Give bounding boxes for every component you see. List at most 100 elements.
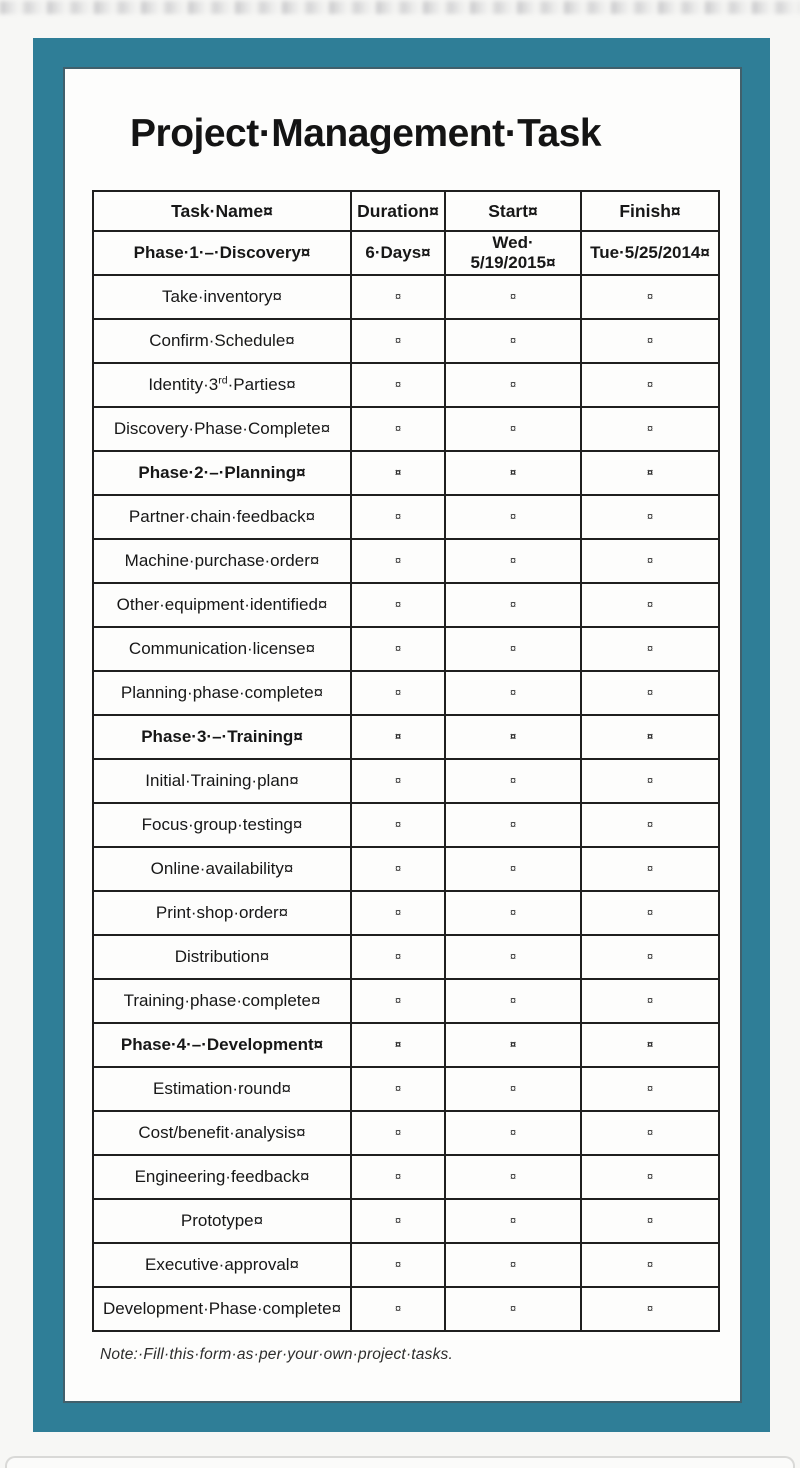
finish-header: Finish¤	[580, 190, 720, 232]
duration-cell: ¤	[350, 1022, 446, 1068]
task-row: Engineering·feedback¤ ¤ ¤ ¤	[92, 1154, 720, 1200]
finish-cell: ¤	[580, 846, 720, 892]
duration-cell: ¤	[350, 802, 446, 848]
finish-cell: ¤	[580, 1242, 720, 1288]
start-cell: ¤	[444, 802, 582, 848]
start-cell: ¤	[444, 450, 582, 496]
duration-cell: ¤	[350, 494, 446, 540]
duration-header: Duration¤	[350, 190, 446, 232]
task-row: Other·equipment·identified¤ ¤ ¤ ¤	[92, 582, 720, 628]
start-cell: ¤	[444, 1154, 582, 1200]
finish-cell: ¤	[580, 1022, 720, 1068]
task-row: Prototype¤ ¤ ¤ ¤	[92, 1198, 720, 1244]
start-cell: ¤	[444, 1286, 582, 1332]
task-row: Planning·phase·complete¤ ¤ ¤ ¤	[92, 670, 720, 716]
task-name-cell: Print·shop·order¤	[92, 890, 352, 936]
start-cell: ¤	[444, 934, 582, 980]
start-cell: ¤	[444, 714, 582, 760]
task-name-cell: Executive·approval¤	[92, 1242, 352, 1288]
task-table-header: Task·Name¤ Duration¤ Start¤ Finish¤	[92, 190, 720, 232]
finish-cell: ¤	[580, 890, 720, 936]
task-name-cell: Initial·Training·plan¤	[92, 758, 352, 804]
start-cell: ¤	[444, 274, 582, 320]
finish-cell: ¤	[580, 670, 720, 716]
start-cell: Wed· 5/19/2015¤	[444, 230, 582, 276]
task-name-cell: Confirm·Schedule¤	[92, 318, 352, 364]
start-cell: ¤	[444, 890, 582, 936]
duration-cell: ¤	[350, 1198, 446, 1244]
task-name-cell: Other·equipment·identified¤	[92, 582, 352, 628]
task-name-cell: Estimation·round¤	[92, 1066, 352, 1112]
header-row: Task·Name¤ Duration¤ Start¤ Finish¤	[92, 190, 720, 232]
finish-cell: ¤	[580, 802, 720, 848]
task-name-cell: Communication·license¤	[92, 626, 352, 672]
duration-cell: ¤	[350, 670, 446, 716]
document-page: Project·Management·Task Task·Name¤ Durati…	[63, 67, 742, 1403]
note-text: Note:·Fill·this·form·as·per·your·own·pro…	[100, 1346, 453, 1363]
finish-cell: ¤	[580, 714, 720, 760]
duration-cell: ¤	[350, 1286, 446, 1332]
duration-cell: ¤	[350, 538, 446, 584]
task-name-cell: Phase·1·–·Discovery¤	[92, 230, 352, 276]
task-row: Focus·group·testing¤ ¤ ¤ ¤	[92, 802, 720, 848]
phase-row: Phase·1·–·Discovery¤ 6·Days¤ Wed· 5/19/201…	[92, 230, 720, 276]
task-name-cell: Partner·chain·feedback¤	[92, 494, 352, 540]
background-artifact-strip	[0, 1, 800, 14]
finish-cell: ¤	[580, 582, 720, 628]
task-name-cell: Take·inventory¤	[92, 274, 352, 320]
task-row: Training·phase·complete¤ ¤ ¤ ¤	[92, 978, 720, 1024]
task-name-cell: Discovery·Phase·Complete¤	[92, 406, 352, 452]
finish-cell: ¤	[580, 274, 720, 320]
task-row: Estimation·round¤ ¤ ¤ ¤	[92, 1066, 720, 1112]
task-name-cell: Development·Phase·complete¤	[92, 1286, 352, 1332]
superscript-ordinal: rd	[218, 374, 228, 387]
task-row: Print·shop·order¤ ¤ ¤ ¤	[92, 890, 720, 936]
task-row: Machine·purchase·order¤ ¤ ¤ ¤	[92, 538, 720, 584]
duration-cell: ¤	[350, 846, 446, 892]
start-cell: ¤	[444, 758, 582, 804]
start-cell: ¤	[444, 494, 582, 540]
start-cell: ¤	[444, 1198, 582, 1244]
start-cell: ¤	[444, 406, 582, 452]
duration-cell: ¤	[350, 582, 446, 628]
task-name-cell: Distribution¤	[92, 934, 352, 980]
duration-cell: ¤	[350, 626, 446, 672]
start-header: Start¤	[444, 190, 582, 232]
duration-cell: ¤	[350, 714, 446, 760]
start-cell: ¤	[444, 1066, 582, 1112]
task-name-cell: Cost/benefit·analysis¤	[92, 1110, 352, 1156]
finish-cell: ¤	[580, 626, 720, 672]
task-row: Take·inventory¤ ¤ ¤ ¤	[92, 274, 720, 320]
start-cell: ¤	[444, 1110, 582, 1156]
start-cell: ¤	[444, 846, 582, 892]
duration-cell: ¤	[350, 1242, 446, 1288]
task-name-cell: Engineering·feedback¤	[92, 1154, 352, 1200]
task-row: Discovery·Phase·Complete¤ ¤ ¤ ¤	[92, 406, 720, 452]
duration-cell: ¤	[350, 406, 446, 452]
finish-cell: ¤	[580, 538, 720, 584]
task-row: Initial·Training·plan¤ ¤ ¤ ¤	[92, 758, 720, 804]
task-row: Development·Phase·complete¤ ¤ ¤ ¤	[92, 1286, 720, 1332]
task-name-cell: Phase·2·–·Planning¤	[92, 450, 352, 496]
finish-cell: ¤	[580, 978, 720, 1024]
start-cell: ¤	[444, 626, 582, 672]
duration-cell: 6·Days¤	[350, 230, 446, 276]
duration-cell: ¤	[350, 934, 446, 980]
duration-cell: ¤	[350, 318, 446, 364]
task-row: Communication·license¤ ¤ ¤ ¤	[92, 626, 720, 672]
task-name-cell: Phase·3·–·Training¤	[92, 714, 352, 760]
task-row: Identity·3rd·Parties¤ ¤ ¤ ¤	[92, 362, 720, 408]
start-cell: ¤	[444, 318, 582, 364]
duration-cell: ¤	[350, 978, 446, 1024]
finish-cell: ¤	[580, 934, 720, 980]
start-cell: ¤	[444, 1022, 582, 1068]
finish-cell: ¤	[580, 1066, 720, 1112]
task-name-cell: Training·phase·complete¤	[92, 978, 352, 1024]
duration-cell: ¤	[350, 890, 446, 936]
start-cell: ¤	[444, 538, 582, 584]
task-row: Partner·chain·feedback¤ ¤ ¤ ¤	[92, 494, 720, 540]
task-row: Cost/benefit·analysis¤ ¤ ¤ ¤	[92, 1110, 720, 1156]
document-frame: Project·Management·Task Task·Name¤ Durati…	[33, 38, 770, 1432]
duration-cell: ¤	[350, 274, 446, 320]
start-cell: ¤	[444, 978, 582, 1024]
